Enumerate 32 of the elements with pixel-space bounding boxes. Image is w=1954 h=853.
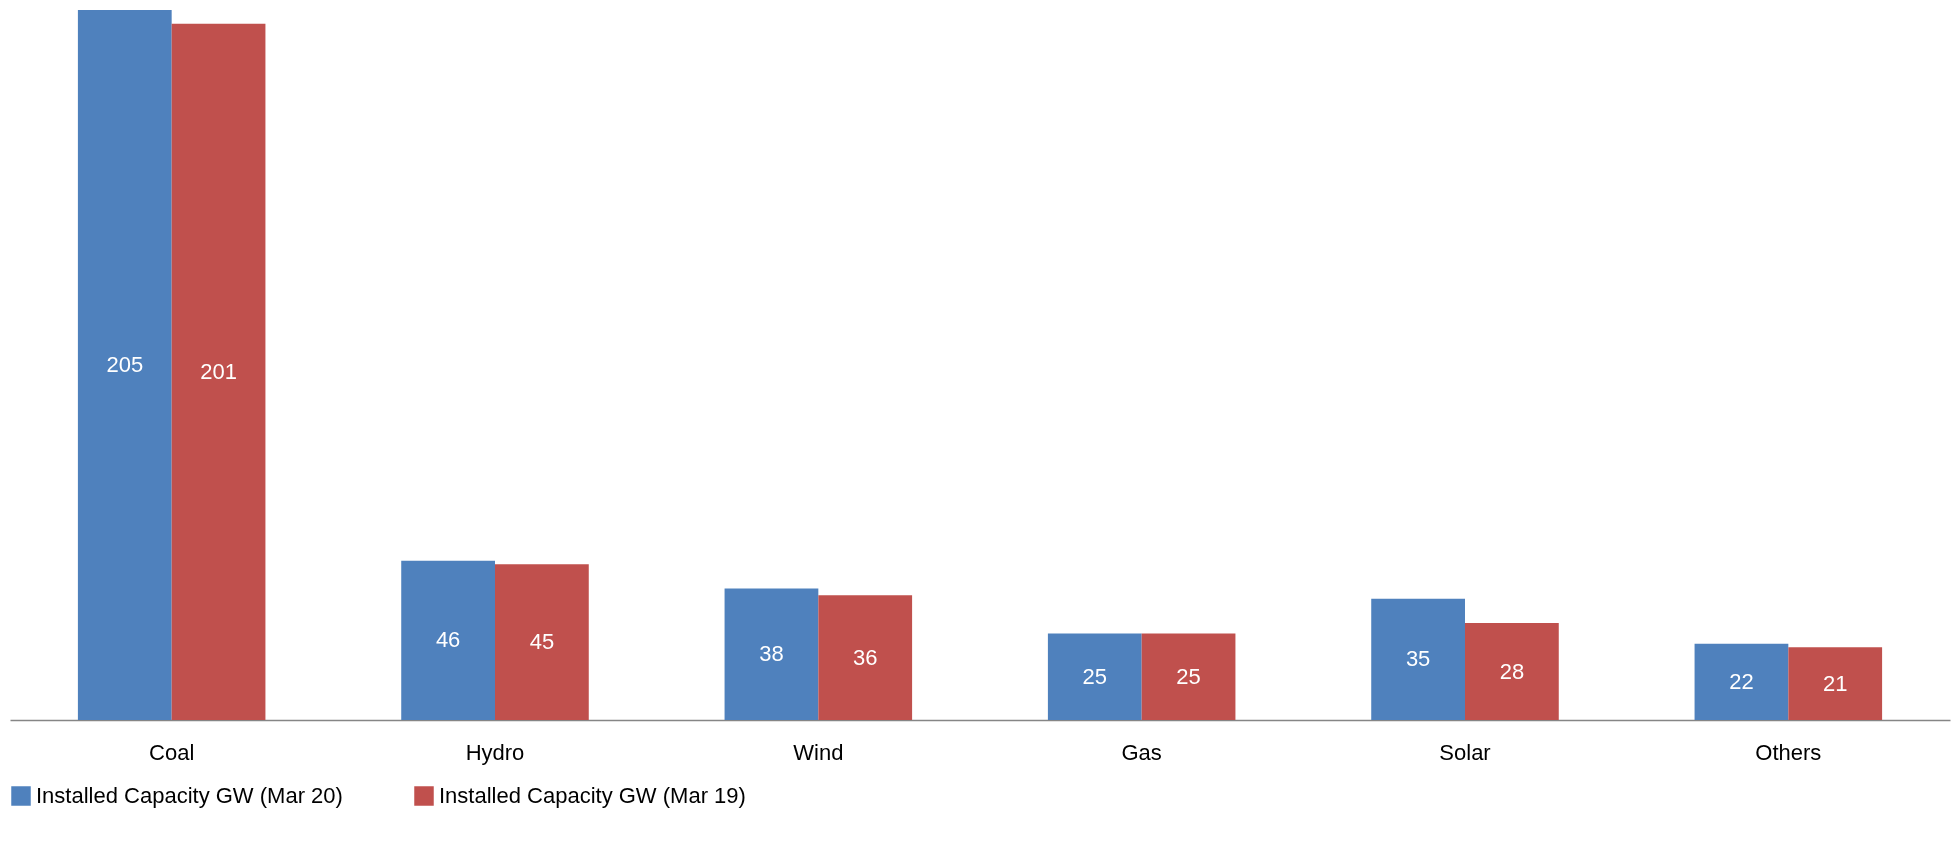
legend-label: Installed Capacity GW (Mar 20) <box>36 783 343 808</box>
x-tick-label: Solar <box>1439 739 1491 765</box>
bar <box>724 588 819 720</box>
bar <box>1788 647 1883 720</box>
bar <box>171 23 266 720</box>
x-tick-label: Coal <box>149 739 195 765</box>
x-tick-label: Others <box>1755 739 1822 765</box>
bar <box>1047 633 1142 720</box>
x-tick-label: Gas <box>1121 739 1162 765</box>
data-label: 45 <box>529 629 555 655</box>
bar <box>77 10 172 720</box>
data-label: 38 <box>759 641 784 667</box>
bar <box>1694 643 1789 720</box>
bar <box>495 564 589 720</box>
bar <box>1465 623 1559 720</box>
x-tick-label: Hydro <box>465 739 525 765</box>
data-label: 21 <box>1822 670 1848 696</box>
data-label: 201 <box>200 358 237 384</box>
data-label: 25 <box>1082 663 1108 689</box>
legend-label: Installed Capacity GW (Mar 19) <box>439 783 746 808</box>
data-label: 36 <box>852 644 878 670</box>
bar <box>1141 633 1236 720</box>
bar <box>401 560 495 720</box>
data-label: 35 <box>1405 646 1431 672</box>
bar <box>1371 598 1465 720</box>
data-label: 28 <box>1499 658 1525 684</box>
data-label: 25 <box>1176 663 1201 689</box>
data-label: 46 <box>435 627 461 653</box>
x-tick-label: Wind <box>793 739 844 765</box>
data-label: 205 <box>106 352 144 377</box>
bar <box>818 595 913 720</box>
data-label: 22 <box>1729 668 1754 694</box>
